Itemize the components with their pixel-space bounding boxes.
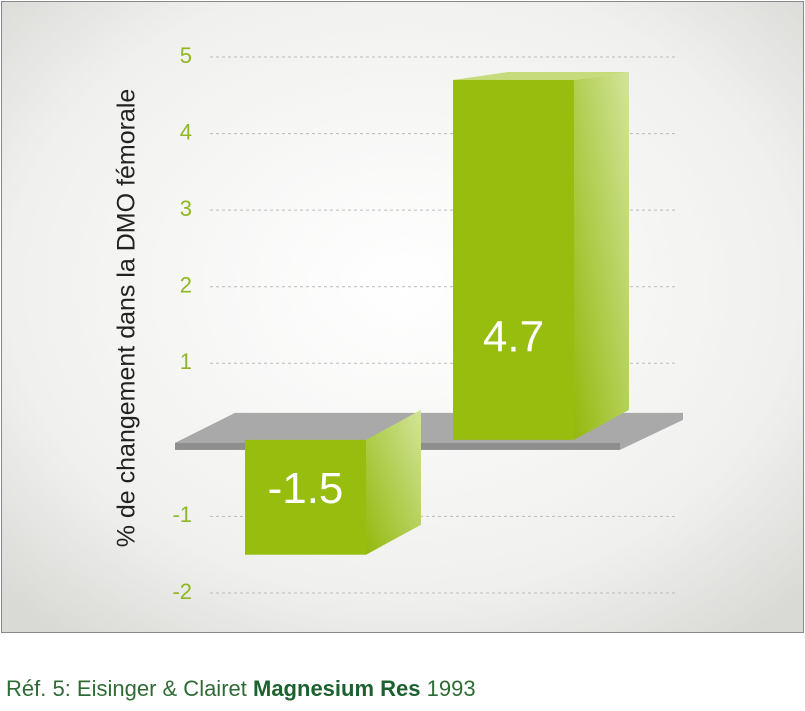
- bar-side: [366, 409, 421, 555]
- data-label: -1.5: [268, 464, 344, 513]
- bar-side: [574, 71, 629, 440]
- data-label: 4.7: [483, 313, 544, 362]
- y-tick-label: 5: [180, 43, 192, 68]
- y-tick-label: 2: [180, 273, 192, 298]
- y-tick-label: 4: [180, 119, 192, 144]
- footer-reference: Réf. 5: Eisinger & Clairet: [6, 676, 247, 701]
- footer-year: 1993: [427, 676, 476, 701]
- plot-area: -2 -1 1 2 3 4 5 -1.5 4.7: [172, 43, 683, 604]
- footer-journal: Magnesium Res: [253, 676, 421, 701]
- y-axis-label: % de changement dans la DMO fémorale: [113, 89, 141, 548]
- y-tick-label: 1: [180, 349, 192, 374]
- y-tick-label: -1: [172, 502, 192, 527]
- y-tick-label: 3: [180, 196, 192, 221]
- y-tick-label: -2: [172, 579, 192, 604]
- bar: [453, 79, 574, 440]
- bar: [245, 439, 366, 555]
- bar-top: [453, 71, 629, 80]
- footer: Réf. 5: Eisinger & Clairet Magnesium Res…: [6, 676, 476, 701]
